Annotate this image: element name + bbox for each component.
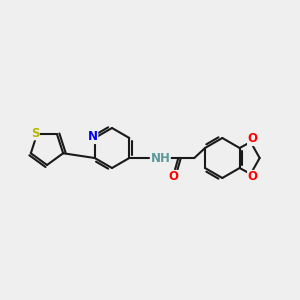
Text: O: O xyxy=(168,170,178,184)
Text: NH: NH xyxy=(150,152,170,164)
Text: O: O xyxy=(248,133,258,146)
Text: S: S xyxy=(31,127,39,140)
Text: N: N xyxy=(88,130,98,143)
Text: O: O xyxy=(248,170,258,184)
